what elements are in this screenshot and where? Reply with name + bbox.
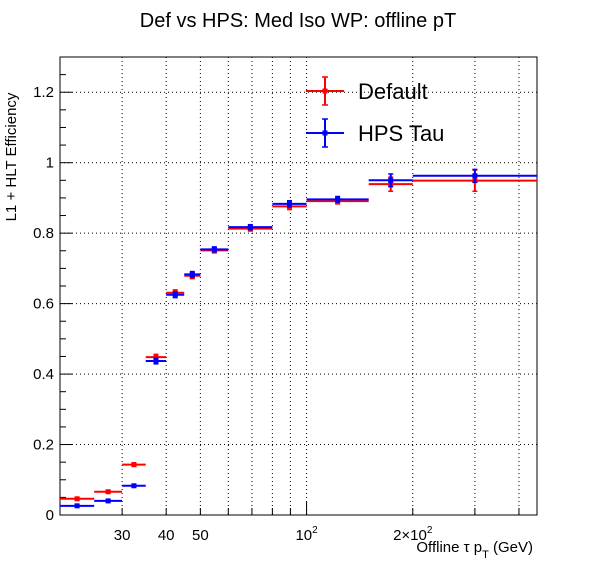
x-axis-title-main: Offline τ p: [416, 539, 482, 556]
x-axis-title-unit: (GeV): [489, 539, 533, 556]
marker: [105, 489, 111, 495]
y-tick-label: 1: [46, 155, 54, 172]
marker: [74, 496, 80, 502]
data-marks: [60, 168, 537, 509]
y-tick-label: 0.4: [33, 366, 54, 383]
x-tick-label-exponent: 2: [427, 525, 433, 536]
data-point: [272, 199, 307, 208]
data-point: [122, 462, 146, 468]
x-tick-label-base: 10: [295, 527, 312, 544]
x-tick-label: 102: [295, 525, 318, 544]
data-point: [368, 173, 413, 188]
y-axis-title: L1 + HLT Efficiency: [3, 92, 20, 221]
data-point: [306, 195, 369, 203]
legend-marker: [322, 130, 328, 136]
data-point: [94, 489, 123, 495]
data-point: [145, 357, 167, 365]
legend-label: HPS Tau: [358, 121, 444, 146]
marker: [105, 498, 111, 504]
marker: [189, 271, 195, 277]
y-tick-label: 1.2: [33, 84, 54, 101]
x-tick-label: 2×102: [393, 525, 433, 544]
data-point: [122, 483, 146, 489]
marker: [335, 196, 341, 202]
y-tick-label: 0.8: [33, 225, 54, 242]
x-tick-label-exponent: 2: [312, 525, 318, 536]
data-point: [228, 223, 273, 231]
y-tick-label: 0: [46, 507, 54, 524]
x-tick-label: 50: [192, 527, 209, 544]
marker: [153, 354, 159, 360]
data-point: [60, 503, 95, 509]
x-axis-title: Offline τ pT (GeV): [416, 539, 533, 561]
marker: [286, 201, 292, 207]
x-tick-label-base: 40: [158, 527, 175, 544]
x-axis-title-subscript: T: [482, 549, 489, 561]
marker: [172, 292, 178, 298]
marker: [131, 462, 137, 468]
marker: [388, 177, 394, 183]
y-tick-label: 0.6: [33, 296, 54, 313]
grid-lines: [60, 57, 537, 515]
legend-label: Default: [358, 79, 428, 104]
chart-title: Def vs HPS: Med Iso WP: offline pT: [140, 10, 456, 32]
marker: [472, 173, 478, 179]
x-tick-label-base: 2×10: [393, 527, 427, 544]
x-tick-label-base: 50: [192, 527, 209, 544]
data-point: [94, 498, 123, 504]
x-tick-label-base: 30: [114, 527, 131, 544]
marker: [153, 358, 159, 364]
data-point: [412, 168, 537, 183]
axes: 00.20.40.60.811.230 40 50 102 2×102: [33, 56, 520, 544]
legend-entry: Default: [306, 76, 428, 106]
data-point: [200, 246, 229, 253]
data-point: [60, 496, 95, 502]
x-tick-label: 30: [114, 527, 131, 544]
x-tick-label: 40: [158, 527, 175, 544]
legend-entry: HPS Tau: [306, 118, 444, 148]
marker: [131, 483, 137, 489]
legend: Default HPS Tau: [306, 76, 444, 148]
data-point: [184, 270, 201, 278]
data-point: [166, 291, 185, 299]
y-tick-label: 0.2: [33, 437, 54, 454]
marker: [74, 503, 80, 509]
legend-marker: [322, 88, 328, 94]
marker: [211, 246, 217, 252]
marker: [247, 224, 253, 230]
